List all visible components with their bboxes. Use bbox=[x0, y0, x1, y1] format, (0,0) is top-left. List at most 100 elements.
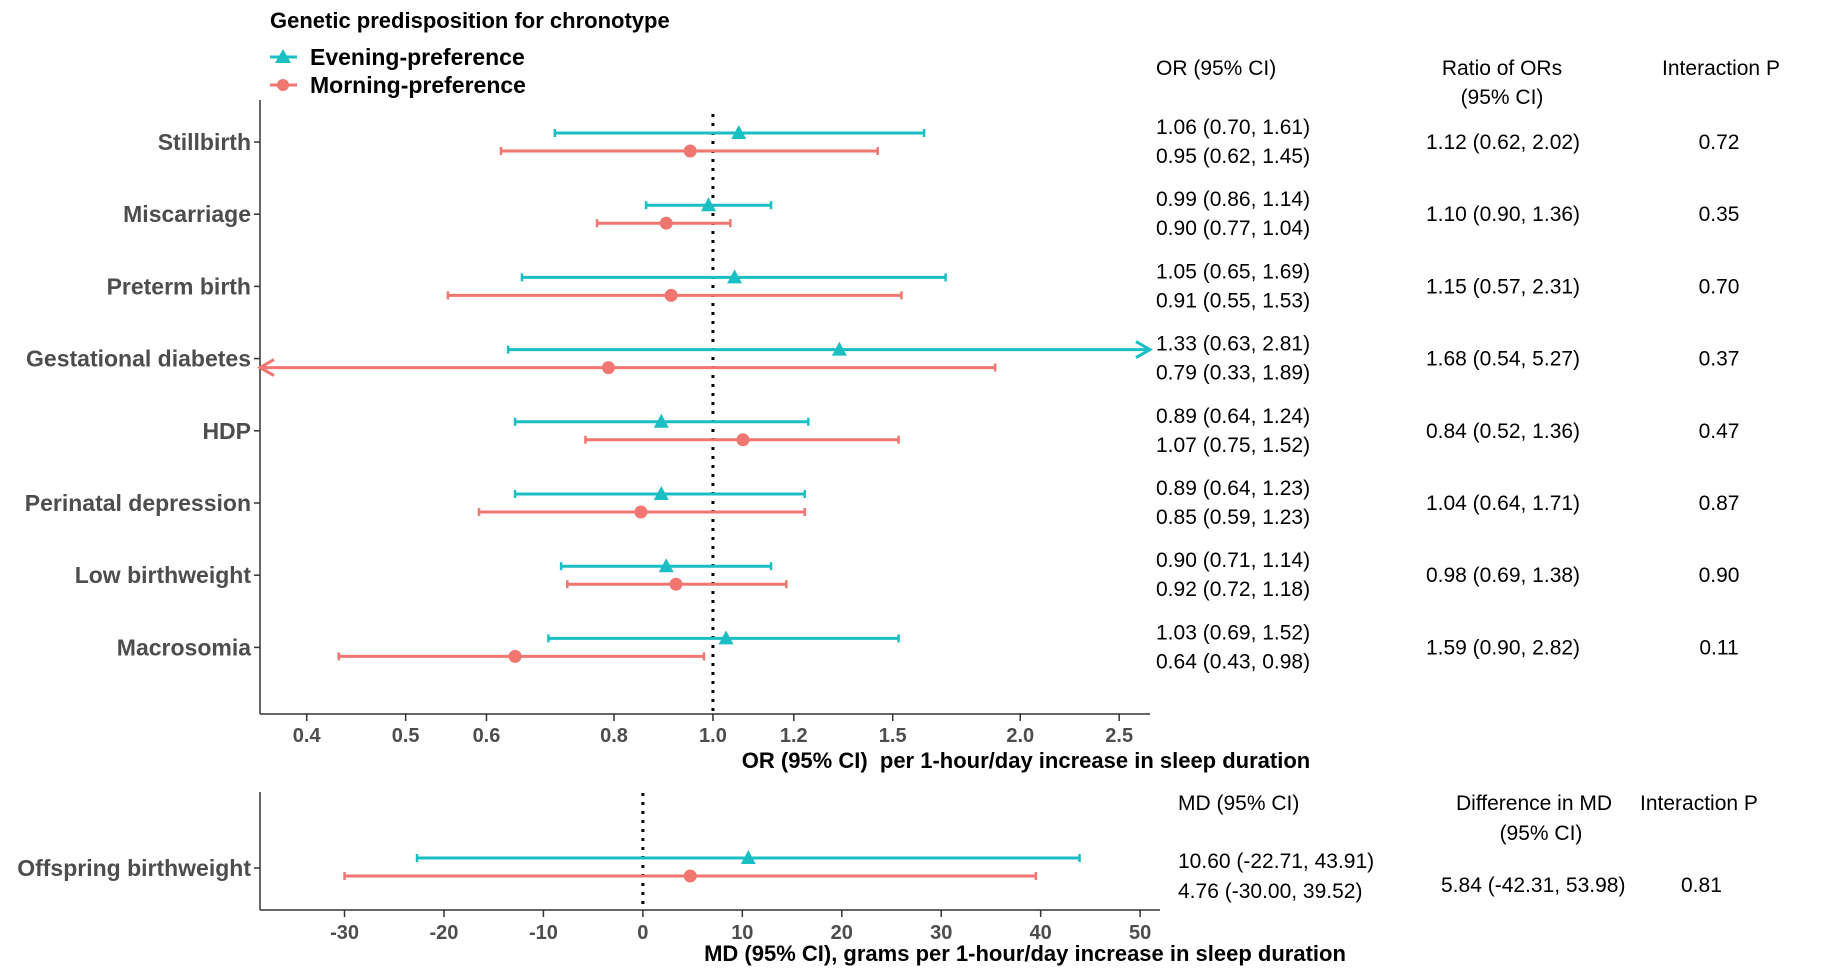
row-macrosomia: Macrosomia 1.03 (0.69, 1.52) 0.64 (0.43, 0… bbox=[117, 621, 1739, 673]
ratio-text: 1.59 (0.90, 2.82) bbox=[1426, 636, 1580, 659]
ratio-text: 0.84 (0.52, 1.36) bbox=[1426, 420, 1580, 443]
morning-point-marker bbox=[664, 288, 678, 302]
morning-or-text: 1.07 (0.75, 1.52) bbox=[1156, 434, 1310, 457]
legend-evening-triangle-icon bbox=[275, 49, 291, 63]
bottom-x-tick-label: 20 bbox=[831, 922, 853, 944]
evening-or-text: 1.05 (0.65, 1.69) bbox=[1156, 260, 1310, 283]
ratio-text: 1.04 (0.64, 1.71) bbox=[1426, 492, 1580, 515]
legend-morning-circle-icon bbox=[277, 79, 289, 91]
difference-text: 5.84 (-42.31, 53.98) bbox=[1441, 874, 1625, 897]
interaction-p-text: 0.81 bbox=[1681, 874, 1722, 897]
interaction-p-text: 0.87 bbox=[1699, 492, 1740, 515]
top-panel: 0.4 0.5 0.6 0.8 1.0 1.2 1.5 2.0 2.5 Stillbirth 1.… bbox=[25, 100, 1740, 773]
evening-point-marker bbox=[740, 850, 756, 864]
top-rows: Stillbirth 1.06 (0.70, 1.61) 0.95 (0.62, 1… bbox=[25, 116, 1740, 673]
top-x-tick-label: 0.4 bbox=[293, 725, 322, 747]
evening-point-marker bbox=[658, 558, 674, 573]
top-x-tick-label: 2.0 bbox=[1006, 725, 1034, 747]
evening-or-text: 1.33 (0.63, 2.81) bbox=[1156, 333, 1310, 356]
bottom-x-ticks: -30 -20 -10 0 10 20 30 40 50 bbox=[330, 910, 1151, 944]
evening-point-marker bbox=[727, 269, 743, 284]
bottom-x-tick-label: -20 bbox=[430, 922, 459, 944]
legend-evening-label: Evening-preference bbox=[310, 44, 525, 70]
morning-or-text: 0.85 (0.59, 1.23) bbox=[1156, 506, 1310, 529]
top-x-tick-label: 1.2 bbox=[780, 725, 808, 747]
outcome-label: Preterm birth bbox=[107, 273, 251, 299]
morning-or-text: 0.64 (0.43, 0.98) bbox=[1156, 650, 1310, 673]
evening-point-marker bbox=[653, 486, 669, 500]
evening-point-marker bbox=[653, 413, 669, 428]
outcome-label: Gestational diabetes bbox=[26, 346, 251, 372]
morning-or-text: 0.92 (0.72, 1.18) bbox=[1156, 578, 1310, 601]
interaction-p-text: 0.11 bbox=[1699, 636, 1738, 659]
header-diff-line1: Difference in MD bbox=[1456, 792, 1612, 815]
bottom-panel: -30 -20 -10 0 10 20 30 40 50 Offspring birthweig… bbox=[17, 792, 1722, 966]
morning-md-text: 4.76 (-30.00, 39.52) bbox=[1178, 880, 1362, 903]
morning-or-text: 0.90 (0.77, 1.04) bbox=[1156, 217, 1310, 240]
evening-or-text: 0.89 (0.64, 1.24) bbox=[1156, 405, 1310, 428]
row-stillbirth: Stillbirth 1.06 (0.70, 1.61) 0.95 (0.62, 1… bbox=[158, 116, 1740, 168]
row-hdp: HDP 0.89 (0.64, 1.24) 1.07 (0.75, 1.52) 0.8… bbox=[202, 405, 1739, 457]
row-miscarriage: Miscarriage 0.99 (0.86, 1.14) 0.90 (0.77, … bbox=[123, 188, 1739, 240]
ratio-text: 1.12 (0.62, 2.02) bbox=[1426, 131, 1580, 154]
morning-ci-line-arrow-left bbox=[256, 358, 275, 377]
morning-point-marker bbox=[601, 361, 615, 375]
header-ratio-line2: (95% CI) bbox=[1461, 86, 1544, 109]
interaction-p-text: 0.35 bbox=[1699, 203, 1740, 226]
legend-title: Genetic predisposition for chronotype bbox=[270, 8, 670, 33]
interaction-p-text: 0.90 bbox=[1699, 564, 1740, 587]
row-low-birthweight: Low birthweight 0.90 (0.71, 1.14) 0.92 (0.… bbox=[75, 549, 1740, 601]
interaction-p-text: 0.47 bbox=[1699, 420, 1740, 443]
evening-or-text: 1.06 (0.70, 1.61) bbox=[1156, 116, 1310, 139]
top-x-ticks: 0.4 0.5 0.6 0.8 1.0 1.2 1.5 2.0 2.5 bbox=[293, 714, 1133, 747]
evening-point-marker bbox=[718, 630, 734, 645]
row-offspring-birthweight: Offspring birthweight 10.60 (-22.71, 43.9… bbox=[17, 850, 1722, 903]
ratio-text: 0.98 (0.69, 1.38) bbox=[1426, 564, 1580, 587]
legend: Genetic predisposition for chronotype Ev… bbox=[270, 8, 670, 98]
evening-or-text: 0.89 (0.64, 1.23) bbox=[1156, 477, 1310, 500]
ratio-text: 1.10 (0.90, 1.36) bbox=[1426, 203, 1580, 226]
outcome-label: Macrosomia bbox=[117, 634, 251, 660]
evening-or-text: 1.03 (0.69, 1.52) bbox=[1156, 621, 1310, 644]
evening-or-text: 0.99 (0.86, 1.14) bbox=[1156, 188, 1310, 211]
evening-point-marker bbox=[700, 197, 716, 212]
morning-point-marker bbox=[736, 433, 750, 447]
morning-point-marker bbox=[669, 577, 683, 591]
legend-item-evening: Evening-preference bbox=[270, 44, 525, 70]
top-x-tick-label: 0.6 bbox=[473, 725, 501, 747]
row-preterm-birth: Preterm birth 1.05 (0.65, 1.69) 0.91 (0.55… bbox=[107, 260, 1740, 312]
bottom-x-tick-label: -30 bbox=[330, 922, 359, 944]
header-md: MD (95% CI) bbox=[1178, 792, 1299, 815]
header-or: OR (95% CI) bbox=[1156, 57, 1276, 80]
bottom-x-tick-label: 50 bbox=[1129, 922, 1151, 944]
bottom-rows: Offspring birthweight 10.60 (-22.71, 43.9… bbox=[17, 850, 1722, 903]
header-interaction-p: Interaction P bbox=[1662, 57, 1780, 80]
top-x-tick-label: 1.0 bbox=[699, 725, 727, 747]
interaction-p-text: 0.37 bbox=[1699, 348, 1740, 371]
top-x-tick-label: 2.5 bbox=[1105, 725, 1133, 747]
evening-md-text: 10.60 (-22.71, 43.91) bbox=[1178, 850, 1374, 873]
top-x-tick-label: 0.5 bbox=[392, 725, 420, 747]
outcome-label: Stillbirth bbox=[158, 129, 251, 155]
outcome-label: Perinatal depression bbox=[25, 490, 251, 516]
morning-or-text: 0.95 (0.62, 1.45) bbox=[1156, 145, 1310, 168]
morning-point-marker bbox=[659, 216, 673, 230]
outcome-label: Miscarriage bbox=[123, 201, 251, 227]
bottom-x-tick-label: -10 bbox=[529, 922, 558, 944]
top-x-tick-label: 1.5 bbox=[879, 725, 907, 747]
top-x-axis-title: OR (95% CI) per 1-hour/day increase in s… bbox=[742, 748, 1310, 773]
morning-or-text: 0.91 (0.55, 1.53) bbox=[1156, 289, 1310, 312]
ratio-text: 1.68 (0.54, 5.27) bbox=[1426, 348, 1580, 371]
morning-point-marker bbox=[634, 505, 648, 519]
ratio-text: 1.15 (0.57, 2.31) bbox=[1426, 275, 1580, 298]
bottom-x-tick-label: 0 bbox=[637, 922, 648, 944]
top-column-headers: OR (95% CI) Ratio of ORs (95% CI) Intera… bbox=[1156, 57, 1780, 109]
row-perinatal-depression: Perinatal depression 0.89 (0.64, 1.23) 0.8… bbox=[25, 477, 1740, 529]
bottom-column-headers: MD (95% CI) Difference in MD (95% CI) In… bbox=[1178, 792, 1758, 845]
evening-or-text: 0.90 (0.71, 1.14) bbox=[1156, 549, 1310, 572]
header-diff-line2: (95% CI) bbox=[1500, 822, 1583, 845]
header-interaction-p-bottom: Interaction P bbox=[1640, 792, 1758, 815]
evening-point-marker bbox=[831, 341, 847, 356]
interaction-p-text: 0.70 bbox=[1699, 275, 1740, 298]
